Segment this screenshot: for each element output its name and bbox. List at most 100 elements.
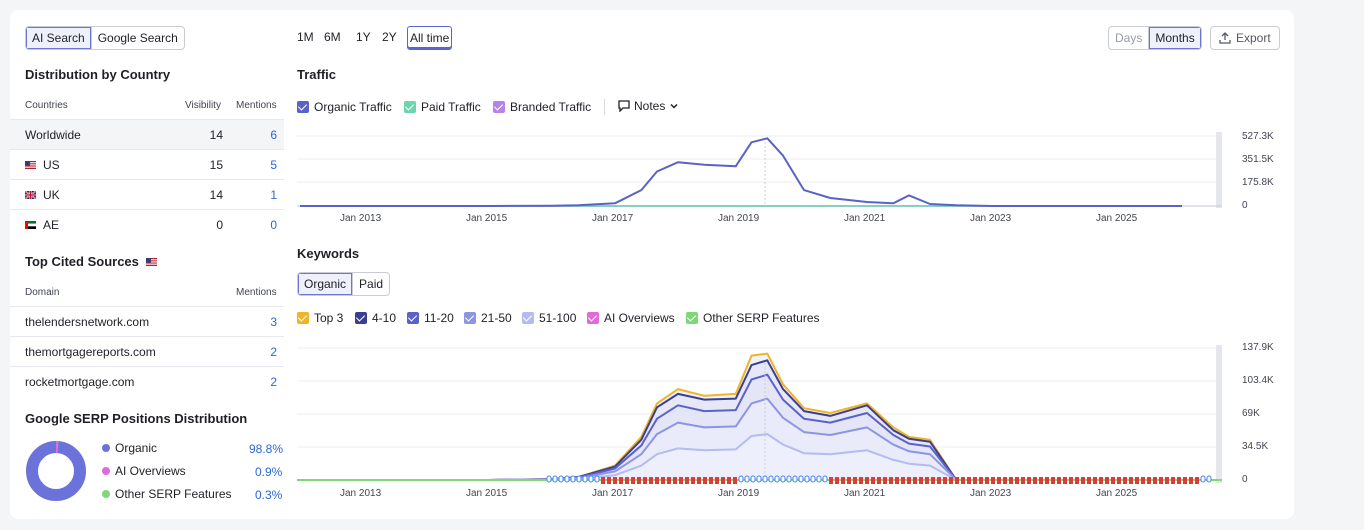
flag-marker-icon[interactable] bbox=[1159, 477, 1163, 484]
flag-marker-icon[interactable] bbox=[1165, 477, 1169, 484]
flag-marker-icon[interactable] bbox=[847, 477, 851, 484]
google-marker-icon[interactable] bbox=[582, 475, 588, 483]
flag-marker-icon[interactable] bbox=[877, 477, 881, 484]
flag-marker-icon[interactable] bbox=[1135, 477, 1139, 484]
mentions-link[interactable]: 5 bbox=[270, 158, 277, 172]
period-1y[interactable]: 1Y bbox=[356, 30, 371, 44]
google-marker-icon[interactable] bbox=[756, 475, 762, 483]
flag-marker-icon[interactable] bbox=[1183, 477, 1187, 484]
period-6m[interactable]: 6M bbox=[324, 30, 341, 44]
flag-marker-icon[interactable] bbox=[715, 477, 719, 484]
flag-marker-icon[interactable] bbox=[1195, 477, 1199, 484]
google-marker-icon[interactable] bbox=[762, 475, 768, 483]
flag-marker-icon[interactable] bbox=[1045, 477, 1049, 484]
flag-marker-icon[interactable] bbox=[961, 477, 965, 484]
table-row[interactable]: AE 0 0 bbox=[10, 209, 284, 239]
flag-marker-icon[interactable] bbox=[1111, 477, 1115, 484]
export-button[interactable]: Export bbox=[1210, 26, 1280, 50]
table-row[interactable]: themortgagereports.com 2 bbox=[10, 336, 284, 366]
period-all-time[interactable]: All time bbox=[407, 26, 453, 50]
flag-marker-icon[interactable] bbox=[1069, 477, 1073, 484]
google-marker-icon[interactable] bbox=[816, 475, 822, 483]
google-marker-icon[interactable] bbox=[768, 475, 774, 483]
flag-marker-icon[interactable] bbox=[649, 477, 653, 484]
flag-marker-icon[interactable] bbox=[1003, 477, 1007, 484]
flag-marker-icon[interactable] bbox=[673, 477, 677, 484]
flag-marker-icon[interactable] bbox=[613, 477, 617, 484]
flag-marker-icon[interactable] bbox=[1087, 477, 1091, 484]
flag-marker-icon[interactable] bbox=[1063, 477, 1067, 484]
flag-marker-icon[interactable] bbox=[607, 477, 611, 484]
flag-marker-icon[interactable] bbox=[937, 477, 941, 484]
flag-marker-icon[interactable] bbox=[841, 477, 845, 484]
flag-marker-icon[interactable] bbox=[1093, 477, 1097, 484]
legend-branded-traffic[interactable]: Branded Traffic bbox=[493, 100, 591, 114]
flag-marker-icon[interactable] bbox=[955, 477, 959, 484]
flag-marker-icon[interactable] bbox=[871, 477, 875, 484]
google-marker-icon[interactable] bbox=[1200, 475, 1206, 483]
table-row[interactable]: UK 14 1 bbox=[10, 179, 284, 209]
flag-marker-icon[interactable] bbox=[1015, 477, 1019, 484]
serp-value[interactable]: 0.3% bbox=[255, 488, 283, 502]
flag-marker-icon[interactable] bbox=[1021, 477, 1025, 484]
source-domain[interactable]: rocketmortgage.com bbox=[25, 375, 135, 389]
legend-ai-overviews[interactable]: AI Overviews bbox=[587, 311, 675, 325]
legend-top-3[interactable]: Top 3 bbox=[297, 311, 343, 325]
flag-marker-icon[interactable] bbox=[637, 477, 641, 484]
flag-marker-icon[interactable] bbox=[973, 477, 977, 484]
mentions-link[interactable]: 0 bbox=[270, 218, 277, 232]
legend-11-20[interactable]: 11-20 bbox=[407, 311, 454, 325]
mentions-link[interactable]: 6 bbox=[270, 128, 277, 142]
period-1m[interactable]: 1M bbox=[297, 30, 314, 44]
flag-marker-icon[interactable] bbox=[859, 477, 863, 484]
google-marker-icon[interactable] bbox=[570, 475, 576, 483]
flag-marker-icon[interactable] bbox=[1129, 477, 1133, 484]
google-marker-icon[interactable] bbox=[588, 475, 594, 483]
flag-marker-icon[interactable] bbox=[943, 477, 947, 484]
table-row[interactable]: US 15 5 bbox=[10, 149, 284, 179]
google-marker-icon[interactable] bbox=[804, 475, 810, 483]
serp-value[interactable]: 0.9% bbox=[255, 465, 283, 479]
tab-organic[interactable]: Organic bbox=[298, 273, 354, 295]
flag-marker-icon[interactable] bbox=[709, 477, 713, 484]
google-search-tab[interactable]: Google Search bbox=[97, 31, 178, 45]
flag-marker-icon[interactable] bbox=[655, 477, 659, 484]
flag-marker-icon[interactable] bbox=[685, 477, 689, 484]
mentions-link[interactable]: 2 bbox=[270, 345, 277, 359]
flag-marker-icon[interactable] bbox=[901, 477, 905, 484]
flag-marker-icon[interactable] bbox=[661, 477, 665, 484]
flag-marker-icon[interactable] bbox=[853, 477, 857, 484]
flag-marker-icon[interactable] bbox=[1075, 477, 1079, 484]
flag-marker-icon[interactable] bbox=[1177, 477, 1181, 484]
google-marker-icon[interactable] bbox=[576, 475, 582, 483]
mentions-link[interactable]: 3 bbox=[270, 315, 277, 329]
flag-marker-icon[interactable] bbox=[733, 477, 737, 484]
flag-marker-icon[interactable] bbox=[679, 477, 683, 484]
flag-marker-icon[interactable] bbox=[667, 477, 671, 484]
flag-marker-icon[interactable] bbox=[1099, 477, 1103, 484]
flag-marker-icon[interactable] bbox=[1117, 477, 1121, 484]
flag-marker-icon[interactable] bbox=[985, 477, 989, 484]
flag-marker-icon[interactable] bbox=[1033, 477, 1037, 484]
google-marker-icon[interactable] bbox=[822, 475, 828, 483]
flag-marker-icon[interactable] bbox=[883, 477, 887, 484]
flag-marker-icon[interactable] bbox=[1141, 477, 1145, 484]
flag-marker-icon[interactable] bbox=[865, 477, 869, 484]
flag-marker-icon[interactable] bbox=[697, 477, 701, 484]
table-row[interactable]: rocketmortgage.com 2 bbox=[10, 366, 284, 396]
flag-marker-icon[interactable] bbox=[625, 477, 629, 484]
legend-organic-traffic[interactable]: Organic Traffic bbox=[297, 100, 392, 114]
flag-marker-icon[interactable] bbox=[1171, 477, 1175, 484]
ai-search-tab[interactable]: AI Search bbox=[26, 27, 92, 49]
days-tab[interactable]: Days bbox=[1109, 27, 1150, 49]
months-tab[interactable]: Months bbox=[1149, 27, 1201, 49]
google-marker-icon[interactable] bbox=[552, 475, 558, 483]
flag-marker-icon[interactable] bbox=[997, 477, 1001, 484]
flag-marker-icon[interactable] bbox=[619, 477, 623, 484]
flag-marker-icon[interactable] bbox=[643, 477, 647, 484]
flag-marker-icon[interactable] bbox=[1147, 477, 1151, 484]
flag-marker-icon[interactable] bbox=[1057, 477, 1061, 484]
legend-paid-traffic[interactable]: Paid Traffic bbox=[404, 100, 481, 114]
flag-marker-icon[interactable] bbox=[703, 477, 707, 484]
flag-marker-icon[interactable] bbox=[1105, 477, 1109, 484]
